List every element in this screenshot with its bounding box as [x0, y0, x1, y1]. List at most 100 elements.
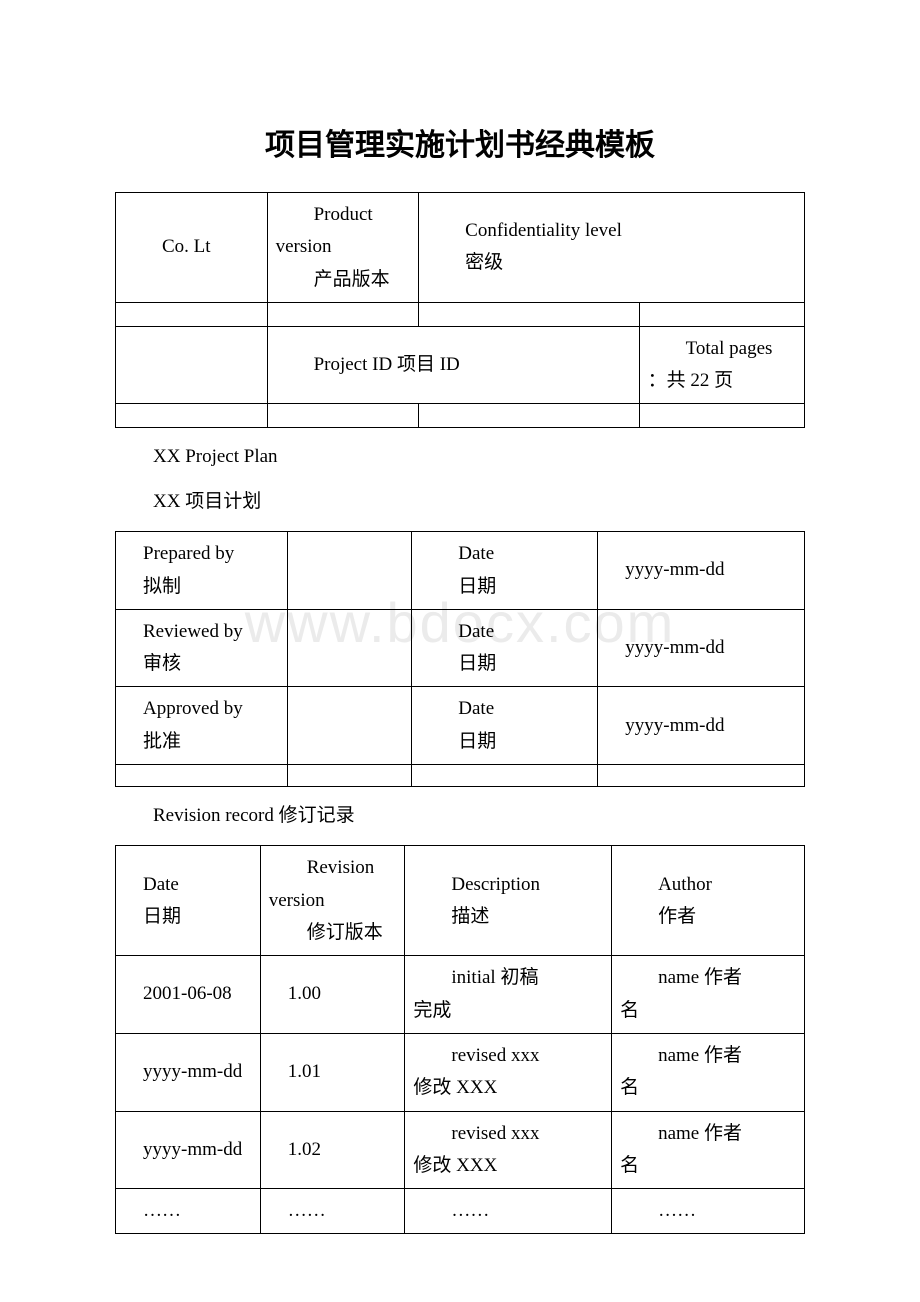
cell-text: initial 初稿 [413, 962, 603, 994]
description-cell: …… [405, 1189, 612, 1234]
cell-text: Total pages [648, 333, 796, 365]
version-cell: …… [260, 1189, 405, 1234]
approval-table: Prepared by 拟制 Date 日期 yyyy-mm-dd Review… [115, 531, 805, 787]
empty-cell [288, 532, 412, 610]
cell-text: Date [124, 869, 252, 901]
description-cell: initial 初稿 完成 [405, 956, 612, 1034]
table-row: yyyy-mm-dd 1.01 revised xxx 修改 XXX name … [116, 1033, 805, 1111]
author-cell: name 作者 名 [612, 956, 805, 1034]
cell-text: revised xxx [413, 1040, 603, 1072]
cell-text: yyyy-mm-dd [606, 632, 796, 664]
cell-text: Reviewed by [124, 616, 279, 648]
cell-text: 修改 XXX [413, 1155, 497, 1176]
description-cell: revised xxx 修改 XXX [405, 1033, 612, 1111]
empty-cell [288, 765, 412, 787]
version-cell: 1.02 [260, 1111, 405, 1189]
table-row: yyyy-mm-dd 1.02 revised xxx 修改 XXX name … [116, 1111, 805, 1189]
date-value-cell: yyyy-mm-dd [598, 687, 805, 765]
confidentiality-cell: Confidentiality level 密级 [419, 193, 805, 303]
cell-text: 名 [620, 1077, 639, 1098]
empty-cell [639, 404, 804, 428]
table-row [116, 404, 805, 428]
description-header: Description 描述 [405, 846, 612, 956]
table-row: Reviewed by 审核 Date 日期 yyyy-mm-dd [116, 609, 805, 687]
cell-text: 产品版本 [276, 264, 411, 296]
cell-text: Revision version [269, 852, 397, 917]
cell-text: 1.02 [269, 1134, 397, 1166]
cell-text: 修订版本 [269, 917, 397, 949]
table-row: Prepared by 拟制 Date 日期 yyyy-mm-dd [116, 532, 805, 610]
cell-text: 日期 [420, 648, 589, 680]
date-label-cell: Date 日期 [412, 609, 598, 687]
date-cell: 2001-06-08 [116, 956, 261, 1034]
date-cell: …… [116, 1189, 261, 1234]
product-version-cell: Product version 产品版本 [267, 193, 419, 303]
author-header: Author 作者 [612, 846, 805, 956]
cell-text: 名 [620, 1000, 639, 1021]
date-value-cell: yyyy-mm-dd [598, 609, 805, 687]
empty-cell [419, 302, 639, 326]
empty-cell [267, 404, 419, 428]
cell-text: name 作者 [620, 1040, 796, 1072]
project-id-cell: Project ID 项目 ID [267, 326, 639, 404]
project-plan-en: XX Project Plan [115, 442, 805, 472]
project-plan-cn: XX 项目计划 [115, 487, 805, 517]
cell-text: Date [420, 538, 589, 570]
document-content: 项目管理实施计划书经典模板 Co. Lt Product version 产品版… [115, 120, 805, 1234]
cell-text: 1.00 [269, 978, 397, 1010]
date-header: Date 日期 [116, 846, 261, 956]
empty-cell [598, 765, 805, 787]
total-pages-cell: Total pages ：共 22 页 [639, 326, 804, 404]
cell-text: Product version [276, 199, 411, 264]
cell-text: 拟制 [124, 571, 279, 603]
cell-text: name 作者 [620, 1118, 796, 1150]
table-header-row: Date 日期 Revision version 修订版本 Descriptio… [116, 846, 805, 956]
empty-cell [116, 765, 288, 787]
cell-text: Prepared by [124, 538, 279, 570]
company-cell: Co. Lt [116, 193, 268, 303]
cell-text: 1.01 [269, 1056, 397, 1088]
cell-text: 日期 [420, 726, 589, 758]
table-row: …… …… …… …… [116, 1189, 805, 1234]
version-cell: 1.01 [260, 1033, 405, 1111]
date-cell: yyyy-mm-dd [116, 1033, 261, 1111]
version-cell: 1.00 [260, 956, 405, 1034]
empty-cell [639, 302, 804, 326]
empty-cell [267, 302, 419, 326]
prepared-by-cell: Prepared by 拟制 [116, 532, 288, 610]
cell-text: 2001-06-08 [124, 978, 252, 1010]
date-cell: yyyy-mm-dd [116, 1111, 261, 1189]
cell-text: Project ID 项目 ID [276, 349, 631, 381]
empty-cell [412, 765, 598, 787]
cell-text: yyyy-mm-dd [606, 710, 796, 742]
cell-text: …… [124, 1195, 252, 1227]
table-row: Co. Lt Product version 产品版本 Confidential… [116, 193, 805, 303]
description-cell: revised xxx 修改 XXX [405, 1111, 612, 1189]
cell-text: 密级 [427, 247, 796, 279]
cell-text: ：共 22 页 [648, 370, 734, 391]
cell-text: 修改 XXX [413, 1077, 497, 1098]
cell-text: 作者 [620, 901, 796, 933]
author-cell: name 作者 名 [612, 1033, 805, 1111]
header-info-table: Co. Lt Product version 产品版本 Confidential… [115, 192, 805, 428]
page-title: 项目管理实施计划书经典模板 [115, 120, 805, 164]
cell-text: yyyy-mm-dd [124, 1056, 252, 1088]
version-header: Revision version 修订版本 [260, 846, 405, 956]
date-label-cell: Date 日期 [412, 687, 598, 765]
cell-text: revised xxx [413, 1118, 603, 1150]
table-row: Approved by 批准 Date 日期 yyyy-mm-dd [116, 687, 805, 765]
cell-text: 日期 [124, 901, 252, 933]
cell-text: Date [420, 693, 589, 725]
empty-cell [419, 404, 639, 428]
date-label-cell: Date 日期 [412, 532, 598, 610]
cell-text: …… [620, 1195, 796, 1227]
cell-text: Date [420, 616, 589, 648]
date-value-cell: yyyy-mm-dd [598, 532, 805, 610]
empty-cell [116, 326, 268, 404]
revision-table: Date 日期 Revision version 修订版本 Descriptio… [115, 845, 805, 1234]
empty-cell [116, 302, 268, 326]
empty-cell [288, 687, 412, 765]
cell-text: Co. Lt [124, 231, 259, 263]
approved-by-cell: Approved by 批准 [116, 687, 288, 765]
reviewed-by-cell: Reviewed by 审核 [116, 609, 288, 687]
